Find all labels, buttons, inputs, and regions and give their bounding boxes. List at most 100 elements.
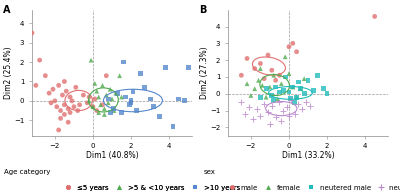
Point bbox=[76, 103, 83, 106]
Text: B: B bbox=[199, 5, 206, 15]
Point bbox=[290, 86, 296, 89]
Point bbox=[54, 105, 60, 108]
Point bbox=[111, 109, 117, 112]
Legend: ≤5 years, >5 & <10 years, >10 years: ≤5 years, >5 & <10 years, >10 years bbox=[62, 184, 240, 191]
Text: Age category: Age category bbox=[4, 169, 50, 175]
Point bbox=[130, 90, 136, 93]
Point bbox=[50, 88, 56, 91]
Point bbox=[320, 87, 326, 90]
Point bbox=[293, 96, 300, 99]
Point bbox=[101, 113, 108, 116]
Point bbox=[276, 74, 283, 77]
Point bbox=[107, 111, 113, 114]
Point bbox=[238, 74, 244, 77]
Point bbox=[69, 99, 75, 102]
Point bbox=[292, 112, 298, 115]
Point bbox=[244, 57, 250, 60]
Point bbox=[114, 92, 121, 95]
Legend: male, female, neutered male, neutered female: male, female, neutered male, neutered fe… bbox=[226, 184, 400, 191]
Point bbox=[293, 50, 300, 53]
Point bbox=[118, 111, 125, 114]
Point bbox=[92, 97, 98, 100]
Point bbox=[156, 115, 163, 118]
Point bbox=[265, 111, 271, 114]
Point bbox=[252, 67, 258, 70]
Point bbox=[103, 94, 110, 97]
Point bbox=[307, 104, 313, 107]
Y-axis label: Dim2 (25.4%): Dim2 (25.4%) bbox=[4, 46, 12, 99]
Point bbox=[278, 119, 284, 122]
Point bbox=[181, 99, 188, 102]
Point bbox=[105, 97, 111, 100]
Point bbox=[84, 101, 90, 104]
Point bbox=[101, 107, 108, 110]
Point bbox=[107, 88, 113, 91]
Point bbox=[261, 102, 267, 105]
Point bbox=[272, 116, 279, 119]
Point bbox=[290, 86, 296, 89]
Point bbox=[94, 90, 100, 93]
Point bbox=[116, 74, 123, 77]
Point bbox=[99, 103, 106, 106]
Point bbox=[259, 84, 266, 87]
Point bbox=[305, 79, 311, 82]
Point bbox=[67, 111, 73, 114]
Point bbox=[253, 107, 260, 110]
Point bbox=[290, 42, 296, 45]
Point bbox=[61, 103, 68, 106]
Point bbox=[265, 54, 271, 57]
Point bbox=[297, 87, 304, 90]
Point bbox=[57, 109, 64, 112]
Point bbox=[185, 66, 191, 69]
Point bbox=[263, 87, 269, 90]
Point bbox=[90, 105, 96, 108]
Point bbox=[86, 99, 92, 102]
Point bbox=[128, 101, 134, 104]
Point bbox=[310, 89, 317, 92]
Point bbox=[73, 86, 79, 89]
Point bbox=[303, 101, 309, 104]
Point bbox=[286, 91, 292, 94]
Point bbox=[109, 97, 115, 100]
Text: sex: sex bbox=[204, 169, 216, 175]
Point bbox=[147, 97, 153, 100]
Point bbox=[324, 92, 330, 95]
Point bbox=[46, 92, 52, 95]
Point bbox=[280, 109, 286, 112]
Point bbox=[282, 55, 288, 58]
Point bbox=[250, 117, 256, 120]
Point bbox=[284, 106, 290, 109]
Point bbox=[48, 101, 54, 104]
Point bbox=[94, 109, 100, 112]
Point bbox=[61, 80, 68, 83]
Point bbox=[52, 99, 58, 102]
Point bbox=[242, 112, 248, 115]
Point bbox=[292, 101, 298, 104]
Point bbox=[267, 122, 273, 126]
Point bbox=[80, 94, 87, 97]
Point bbox=[248, 94, 254, 97]
Text: A: A bbox=[3, 5, 11, 15]
Point bbox=[90, 105, 96, 108]
Point bbox=[295, 81, 302, 84]
Point bbox=[162, 66, 168, 69]
Point bbox=[42, 74, 48, 77]
Point bbox=[246, 106, 252, 109]
Point bbox=[176, 97, 182, 100]
Point bbox=[288, 99, 294, 102]
Point bbox=[128, 99, 134, 102]
Point bbox=[59, 94, 66, 97]
Point bbox=[134, 109, 140, 112]
Point bbox=[267, 86, 273, 89]
Point bbox=[261, 77, 267, 80]
Point bbox=[74, 109, 81, 112]
Point bbox=[269, 94, 275, 97]
Point bbox=[257, 96, 264, 99]
Point bbox=[295, 102, 302, 105]
Point bbox=[372, 15, 378, 18]
Point bbox=[63, 90, 70, 93]
Point bbox=[96, 95, 102, 99]
Point bbox=[293, 96, 300, 99]
Point bbox=[272, 79, 279, 82]
X-axis label: Dim1 (33.2%): Dim1 (33.2%) bbox=[282, 151, 334, 160]
